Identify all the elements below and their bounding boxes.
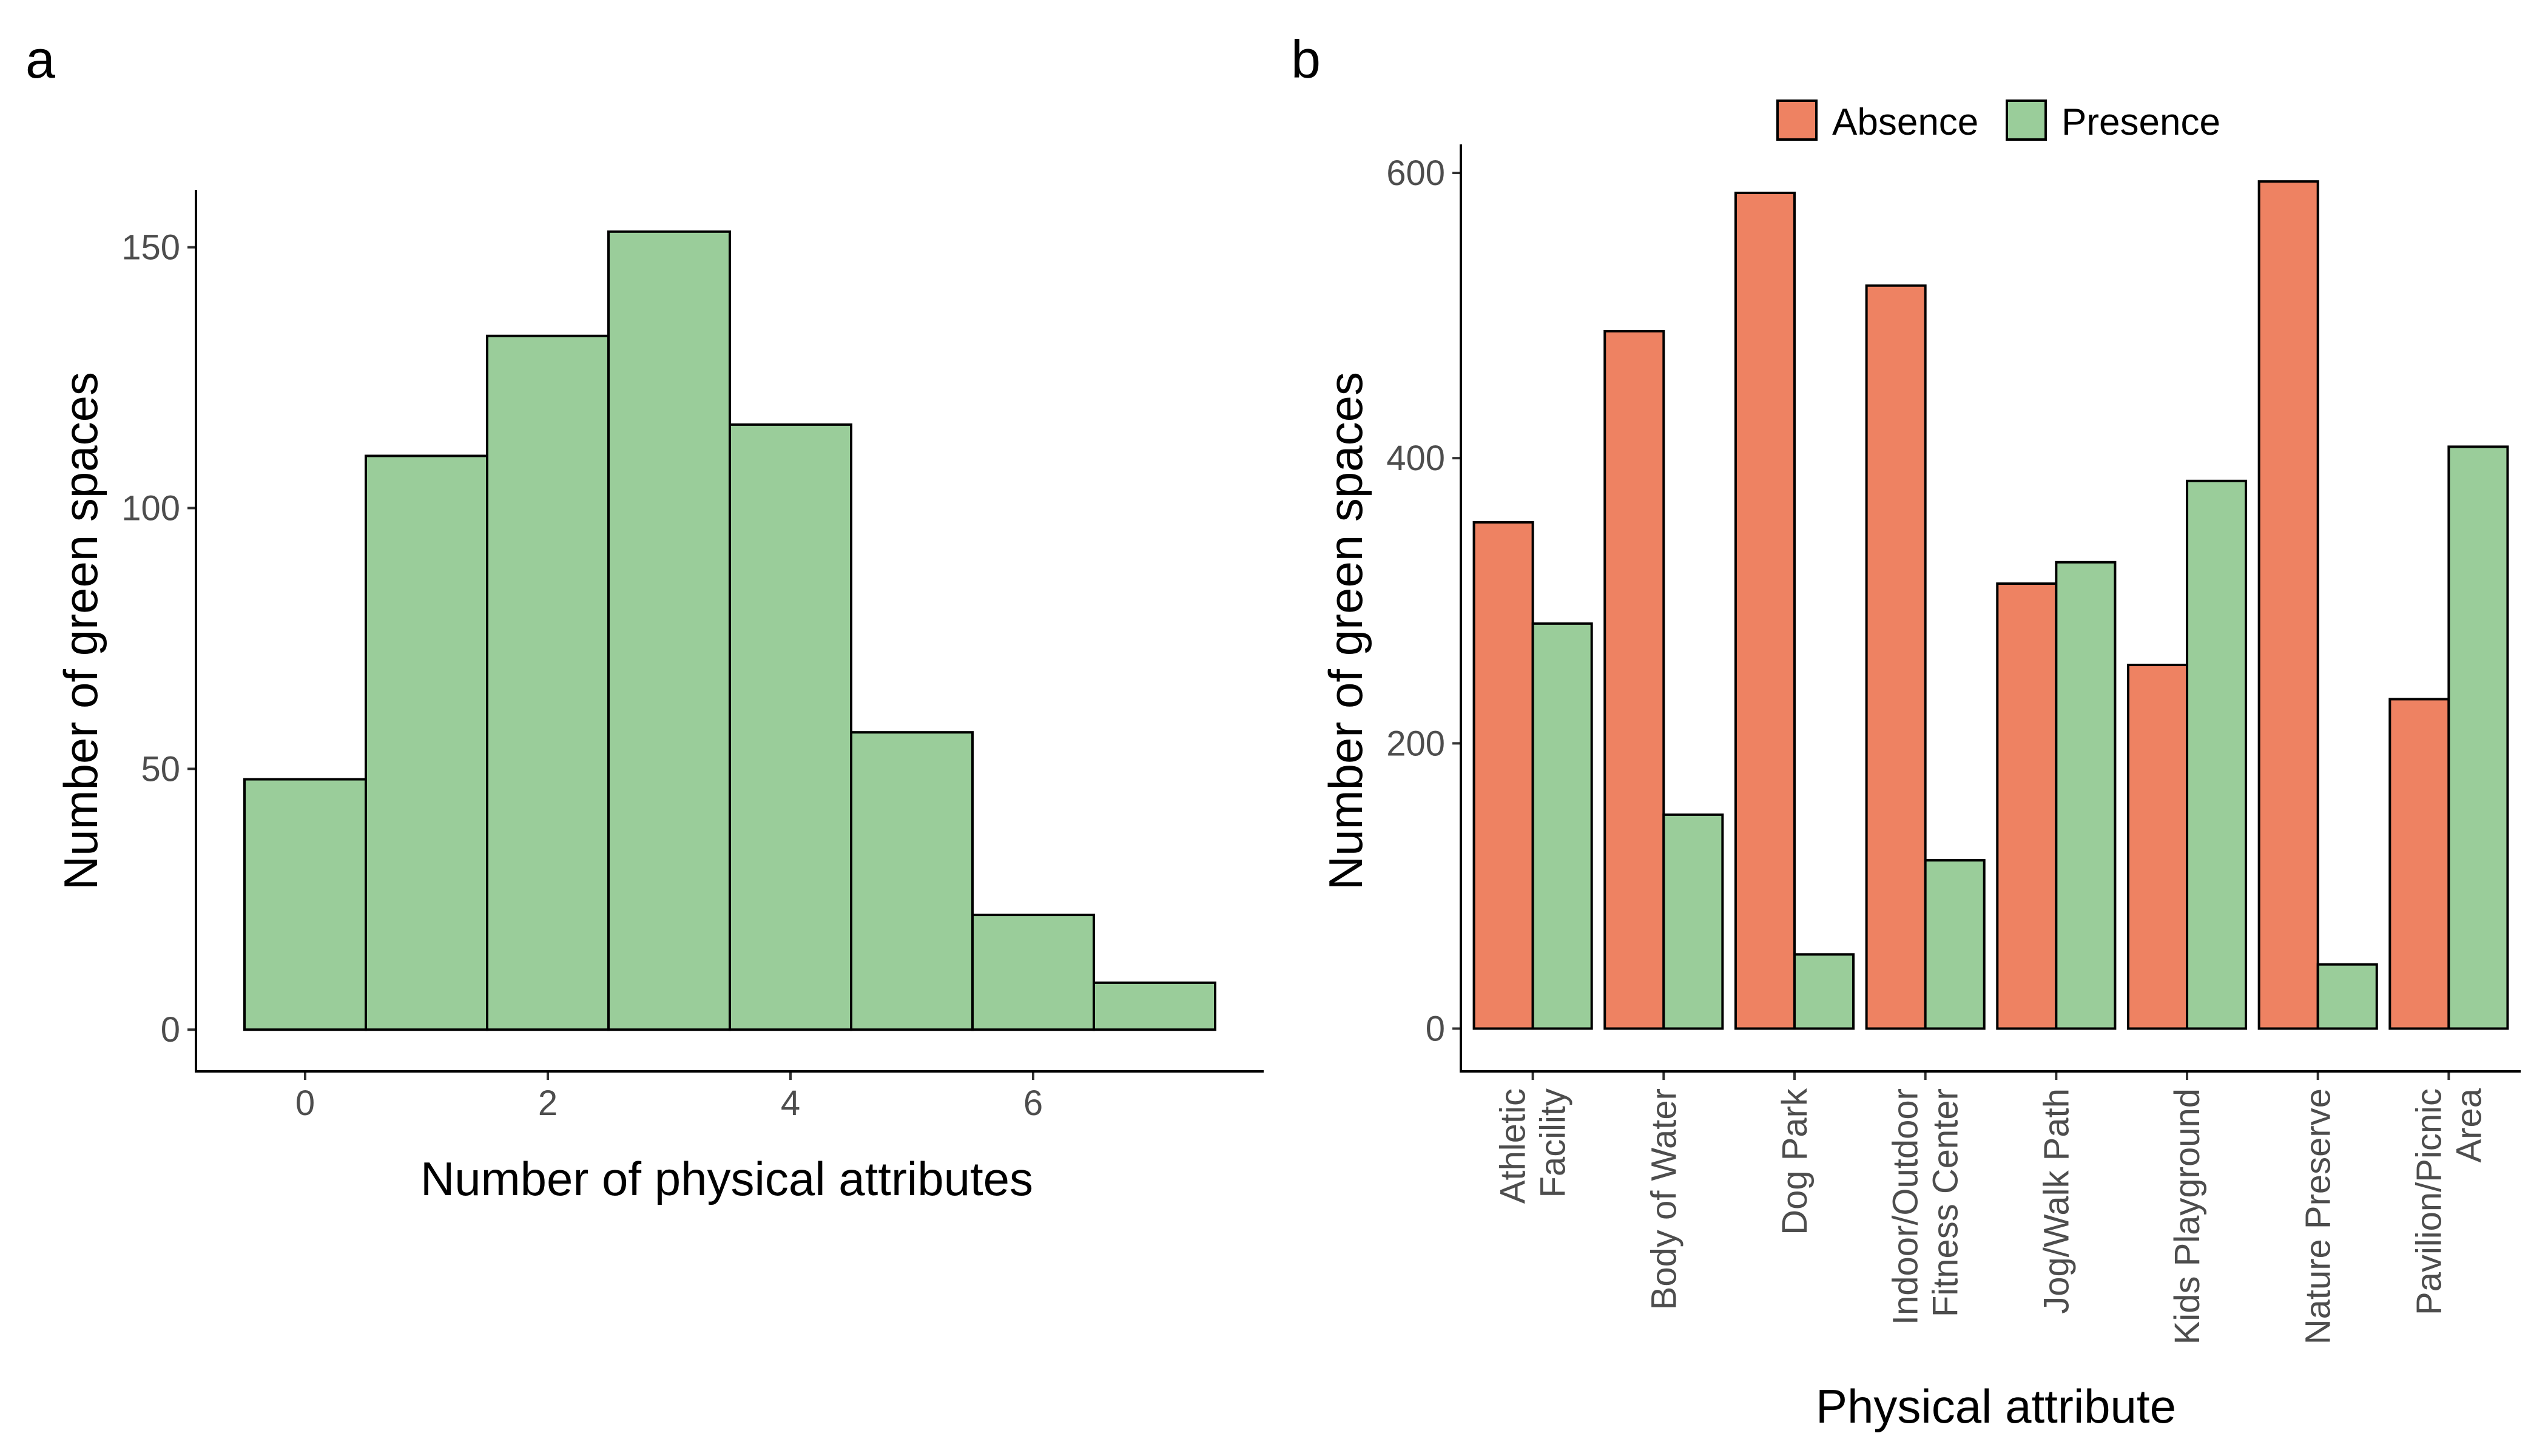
panel-b-x-axis-title: Physical attribute <box>1816 1380 2176 1433</box>
bar-absence <box>1734 191 1796 1030</box>
histogram-bar <box>729 423 852 1031</box>
legend-label-absence: Absence <box>1832 101 1978 143</box>
histogram-bar <box>1093 981 1216 1031</box>
bar-presence <box>1793 953 1855 1030</box>
histogram-bar <box>365 454 488 1031</box>
x-tick-label: 6 <box>1023 1084 1043 1123</box>
y-tick-label: 150 <box>121 228 180 268</box>
panel-a-x-axis-ticks: 0 2 4 6 <box>295 1071 1043 1123</box>
bar-presence <box>2447 445 2509 1030</box>
bar-absence <box>2257 180 2319 1030</box>
x-tick-label: Dog Park <box>1775 1088 1815 1235</box>
x-tick-label: Pavilion/PicnicArea <box>2409 1088 2489 1315</box>
legend-swatch-absence <box>1776 99 1818 141</box>
histogram-bar <box>971 914 1095 1031</box>
bar-presence <box>2316 963 2378 1030</box>
y-tick-label: 600 <box>1386 153 1445 193</box>
bar-presence <box>2055 561 2117 1030</box>
panel-a-x-axis-title: Number of physical attributes <box>420 1152 1033 1205</box>
panel-b-x-axis-ticks: AthleticFacility Body of Water Dog Park Ind… <box>1494 1071 2489 1344</box>
bar-absence <box>1472 521 1534 1030</box>
y-tick-label: 400 <box>1386 439 1445 478</box>
bar-presence <box>1924 859 1986 1030</box>
y-tick-label: 200 <box>1386 724 1445 763</box>
bar-absence <box>2388 698 2450 1030</box>
panel-b-y-axis-ticks: 0 200 400 600 <box>1386 153 1461 1048</box>
bar-presence <box>1531 622 1593 1030</box>
bar-absence <box>1865 284 1927 1030</box>
panel-b-y-axis-title: Number of green spaces <box>1319 372 1372 890</box>
histogram-bar <box>486 334 610 1031</box>
x-tick-label: Indoor/OutdoorFitness Center <box>1886 1088 1966 1325</box>
panel-b-legend: Absence Presence <box>1776 99 2220 143</box>
x-tick-label: Jog/Walk Path <box>2037 1088 2076 1314</box>
legend-swatch-presence <box>2006 99 2047 141</box>
panel-b-grouped-bar-chart: 0 200 400 600 AthleticFacility Body of Water… <box>1319 99 2521 1433</box>
panel-a-histogram: 0 50 100 150 0 2 4 6 Number of physical attrib… <box>54 190 1264 1205</box>
x-tick-label: 2 <box>538 1084 558 1123</box>
legend-label-presence: Presence <box>2061 101 2220 143</box>
x-tick-label: Kids Playground <box>2168 1088 2207 1344</box>
bar-absence <box>1603 329 1665 1030</box>
y-tick-label: 100 <box>121 488 180 528</box>
panel-a-label: a <box>25 29 55 89</box>
histogram-bar <box>243 778 367 1031</box>
panel-a-bars <box>243 230 1216 1031</box>
bar-absence <box>2126 664 2189 1030</box>
y-tick-label: 50 <box>141 749 180 789</box>
panel-b-label: b <box>1291 29 1321 89</box>
y-tick-label: 0 <box>161 1010 180 1050</box>
histogram-bar <box>607 230 731 1031</box>
panel-a-y-axis-ticks: 0 50 100 150 <box>121 228 196 1050</box>
panel-a-y-axis-title: Number of green spaces <box>54 372 107 890</box>
x-tick-label: 0 <box>295 1084 315 1123</box>
x-tick-label: Body of Water <box>1644 1088 1684 1310</box>
histogram-bar <box>850 731 974 1031</box>
bar-presence <box>1662 813 1724 1030</box>
bar-absence <box>1996 582 2058 1030</box>
x-tick-label: 4 <box>781 1084 800 1123</box>
x-tick-label: AthleticFacility <box>1494 1088 1573 1204</box>
y-tick-label: 0 <box>1426 1009 1445 1048</box>
bar-presence <box>2186 479 2248 1030</box>
x-tick-label: Nature Preserve <box>2299 1088 2338 1344</box>
panel-b-bars <box>1472 180 2509 1030</box>
